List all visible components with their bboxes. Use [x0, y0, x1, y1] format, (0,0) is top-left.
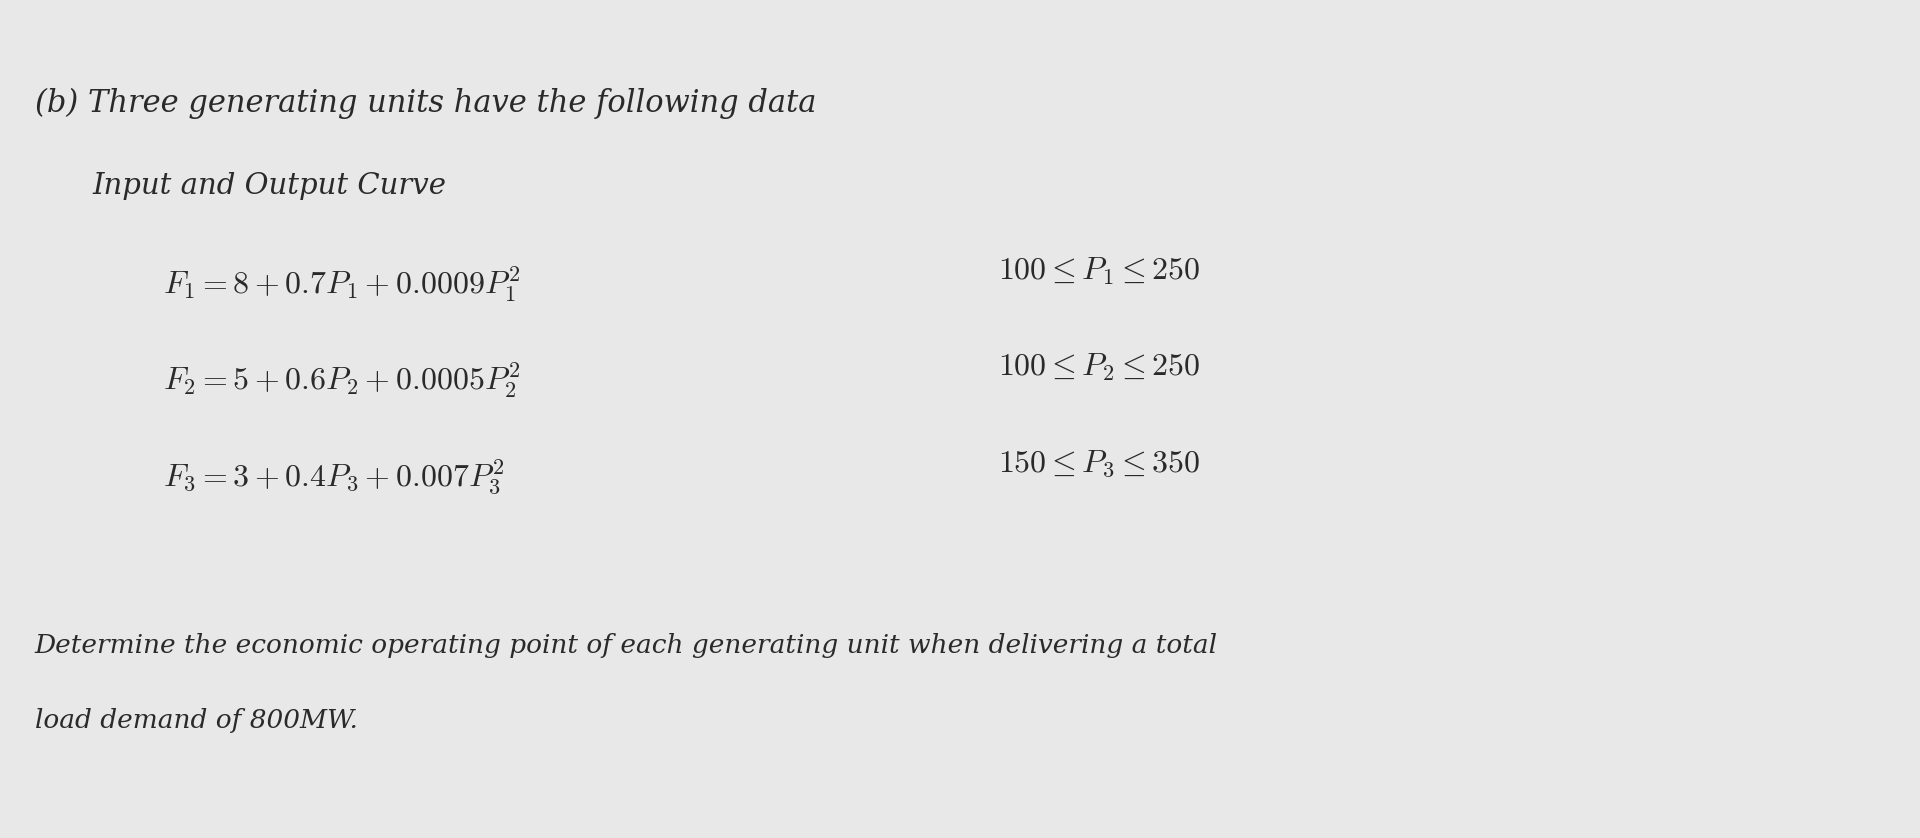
- Text: $100 \leq P_1 \leq 250$: $100 \leq P_1 \leq 250$: [998, 256, 1200, 287]
- Text: load demand of 800MW.: load demand of 800MW.: [35, 708, 357, 733]
- Text: Determine the economic operating point of each generating unit when delivering a: Determine the economic operating point o…: [35, 633, 1217, 658]
- Text: $F_1 = 8 + 0.7P_1 + 0.0009P_1^2$: $F_1 = 8 + 0.7P_1 + 0.0009P_1^2$: [163, 264, 520, 303]
- Text: (b) Three generating units have the following data: (b) Three generating units have the foll…: [35, 88, 816, 119]
- Text: $100 \leq P_2 \leq 250$: $100 \leq P_2 \leq 250$: [998, 352, 1200, 384]
- Text: $150 \leq P_3 \leq 350$: $150 \leq P_3 \leq 350$: [998, 448, 1200, 479]
- Text: $F_3 = 3 + 0.4P_3 + 0.007P_3^2$: $F_3 = 3 + 0.4P_3 + 0.007P_3^2$: [163, 457, 505, 496]
- Text: Input and Output Curve: Input and Output Curve: [92, 172, 445, 199]
- Text: $F_2 = 5 + 0.6P_2 + 0.0005P_2^2$: $F_2 = 5 + 0.6P_2 + 0.0005P_2^2$: [163, 360, 520, 400]
